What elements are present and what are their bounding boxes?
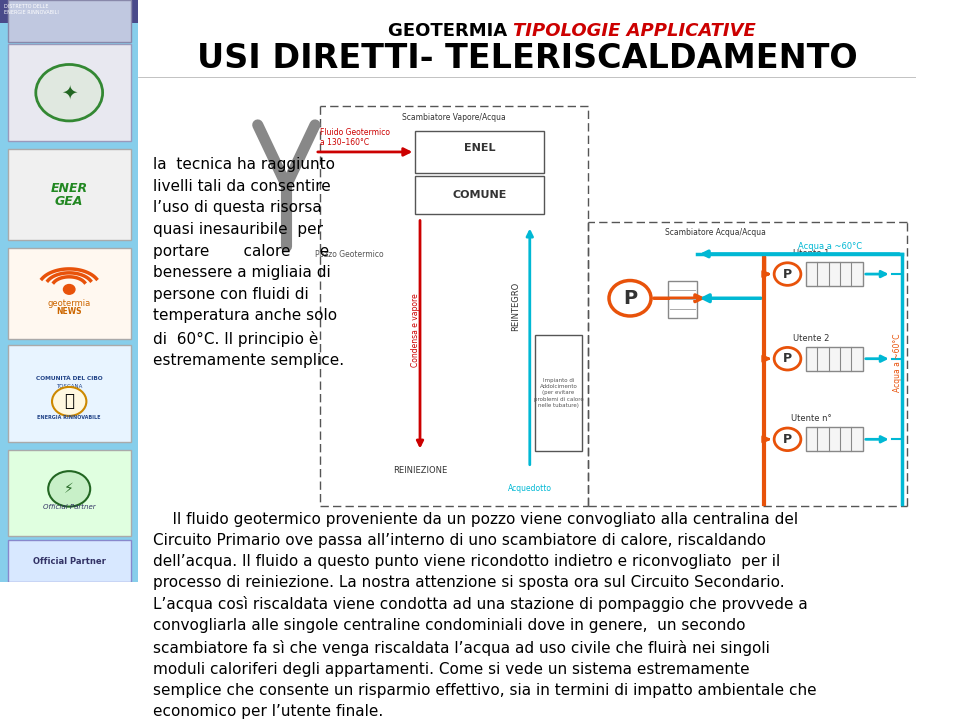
Bar xyxy=(416,175,544,214)
Circle shape xyxy=(774,347,801,370)
Bar xyxy=(8,44,131,141)
Text: Utente 2: Utente 2 xyxy=(793,334,829,342)
Circle shape xyxy=(52,387,86,416)
Text: ⚡: ⚡ xyxy=(64,482,74,496)
Text: ENERGIA RINNOVABILE: ENERGIA RINNOVABILE xyxy=(37,415,101,420)
Bar xyxy=(8,345,131,442)
Text: Scambiatore Acqua/Acqua: Scambiatore Acqua/Acqua xyxy=(665,228,766,237)
Bar xyxy=(138,0,917,582)
Text: la  tecnica ha raggiunto
livelli tali da consentire
l’uso di questa risorsa
quas: la tecnica ha raggiunto livelli tali da … xyxy=(153,157,344,368)
Text: COMUNITÀ DEL CIBO: COMUNITÀ DEL CIBO xyxy=(36,376,103,381)
Text: Il fluido geotermico proveniente da un pozzo viene convogliato alla centralina d: Il fluido geotermico proveniente da un p… xyxy=(153,512,816,719)
Circle shape xyxy=(774,263,801,285)
Text: Official Partner: Official Partner xyxy=(33,557,106,565)
Text: GEOTERMIA: GEOTERMIA xyxy=(388,22,514,40)
Circle shape xyxy=(63,284,75,295)
Bar xyxy=(8,149,131,240)
Circle shape xyxy=(36,64,103,121)
Bar xyxy=(668,281,697,318)
Text: ENER: ENER xyxy=(51,182,87,195)
Text: Impianto di
Addolcimento
(per evitare
problemi di calore
nelle tubature): Impianto di Addolcimento (per evitare pr… xyxy=(534,378,584,408)
Text: Acquedotto: Acquedotto xyxy=(508,484,552,492)
Text: NEWS: NEWS xyxy=(57,307,82,316)
Text: P: P xyxy=(783,268,792,281)
Bar xyxy=(416,131,544,173)
Bar xyxy=(805,262,863,286)
Text: geotermia: geotermia xyxy=(48,299,91,308)
Text: P: P xyxy=(623,289,637,308)
Text: Utente n°: Utente n° xyxy=(791,414,831,423)
Circle shape xyxy=(774,428,801,451)
Text: Condensa e vapore: Condensa e vapore xyxy=(411,294,420,367)
Circle shape xyxy=(48,471,90,507)
Text: 🌻: 🌻 xyxy=(64,393,74,410)
Bar xyxy=(805,347,863,371)
Text: Acqua a ~60°C: Acqua a ~60°C xyxy=(893,334,901,392)
Text: ENEL: ENEL xyxy=(464,143,495,153)
Bar xyxy=(0,0,138,582)
Text: TIPOLOGIE APPLICATIVE: TIPOLOGIE APPLICATIVE xyxy=(514,22,756,40)
Text: DISTRETTO DELLE
ENERGIE RINNOVABILI: DISTRETTO DELLE ENERGIE RINNOVABILI xyxy=(4,4,59,15)
Text: P: P xyxy=(783,432,792,445)
Text: Scambiatore Vapore/Acqua: Scambiatore Vapore/Acqua xyxy=(401,113,505,122)
Text: Acqua a ~60°C: Acqua a ~60°C xyxy=(799,242,862,251)
Bar xyxy=(8,450,131,536)
Text: USI DIRETTI- TELERISCALDAMENTO: USI DIRETTI- TELERISCALDAMENTO xyxy=(197,42,857,74)
Text: Pozzo Geotermico: Pozzo Geotermico xyxy=(315,250,384,259)
Bar xyxy=(8,540,131,582)
Bar xyxy=(8,0,131,42)
Text: REINTEGRO: REINTEGRO xyxy=(511,282,520,331)
Text: GEA: GEA xyxy=(55,195,84,208)
Text: TOSCANA: TOSCANA xyxy=(56,384,83,389)
Text: P: P xyxy=(783,352,792,365)
Bar xyxy=(0,0,138,22)
Text: Fluido Geotermico
a 130–160°C: Fluido Geotermico a 130–160°C xyxy=(320,128,390,147)
Bar xyxy=(535,334,583,451)
Circle shape xyxy=(609,281,651,316)
Text: ✦: ✦ xyxy=(61,83,78,103)
Text: REINIEZIONE: REINIEZIONE xyxy=(393,466,447,475)
Bar xyxy=(805,427,863,451)
Text: Official Partner: Official Partner xyxy=(43,505,95,510)
Text: Utente 1: Utente 1 xyxy=(793,249,829,258)
Bar xyxy=(8,248,131,339)
Text: COMUNE: COMUNE xyxy=(452,190,507,200)
